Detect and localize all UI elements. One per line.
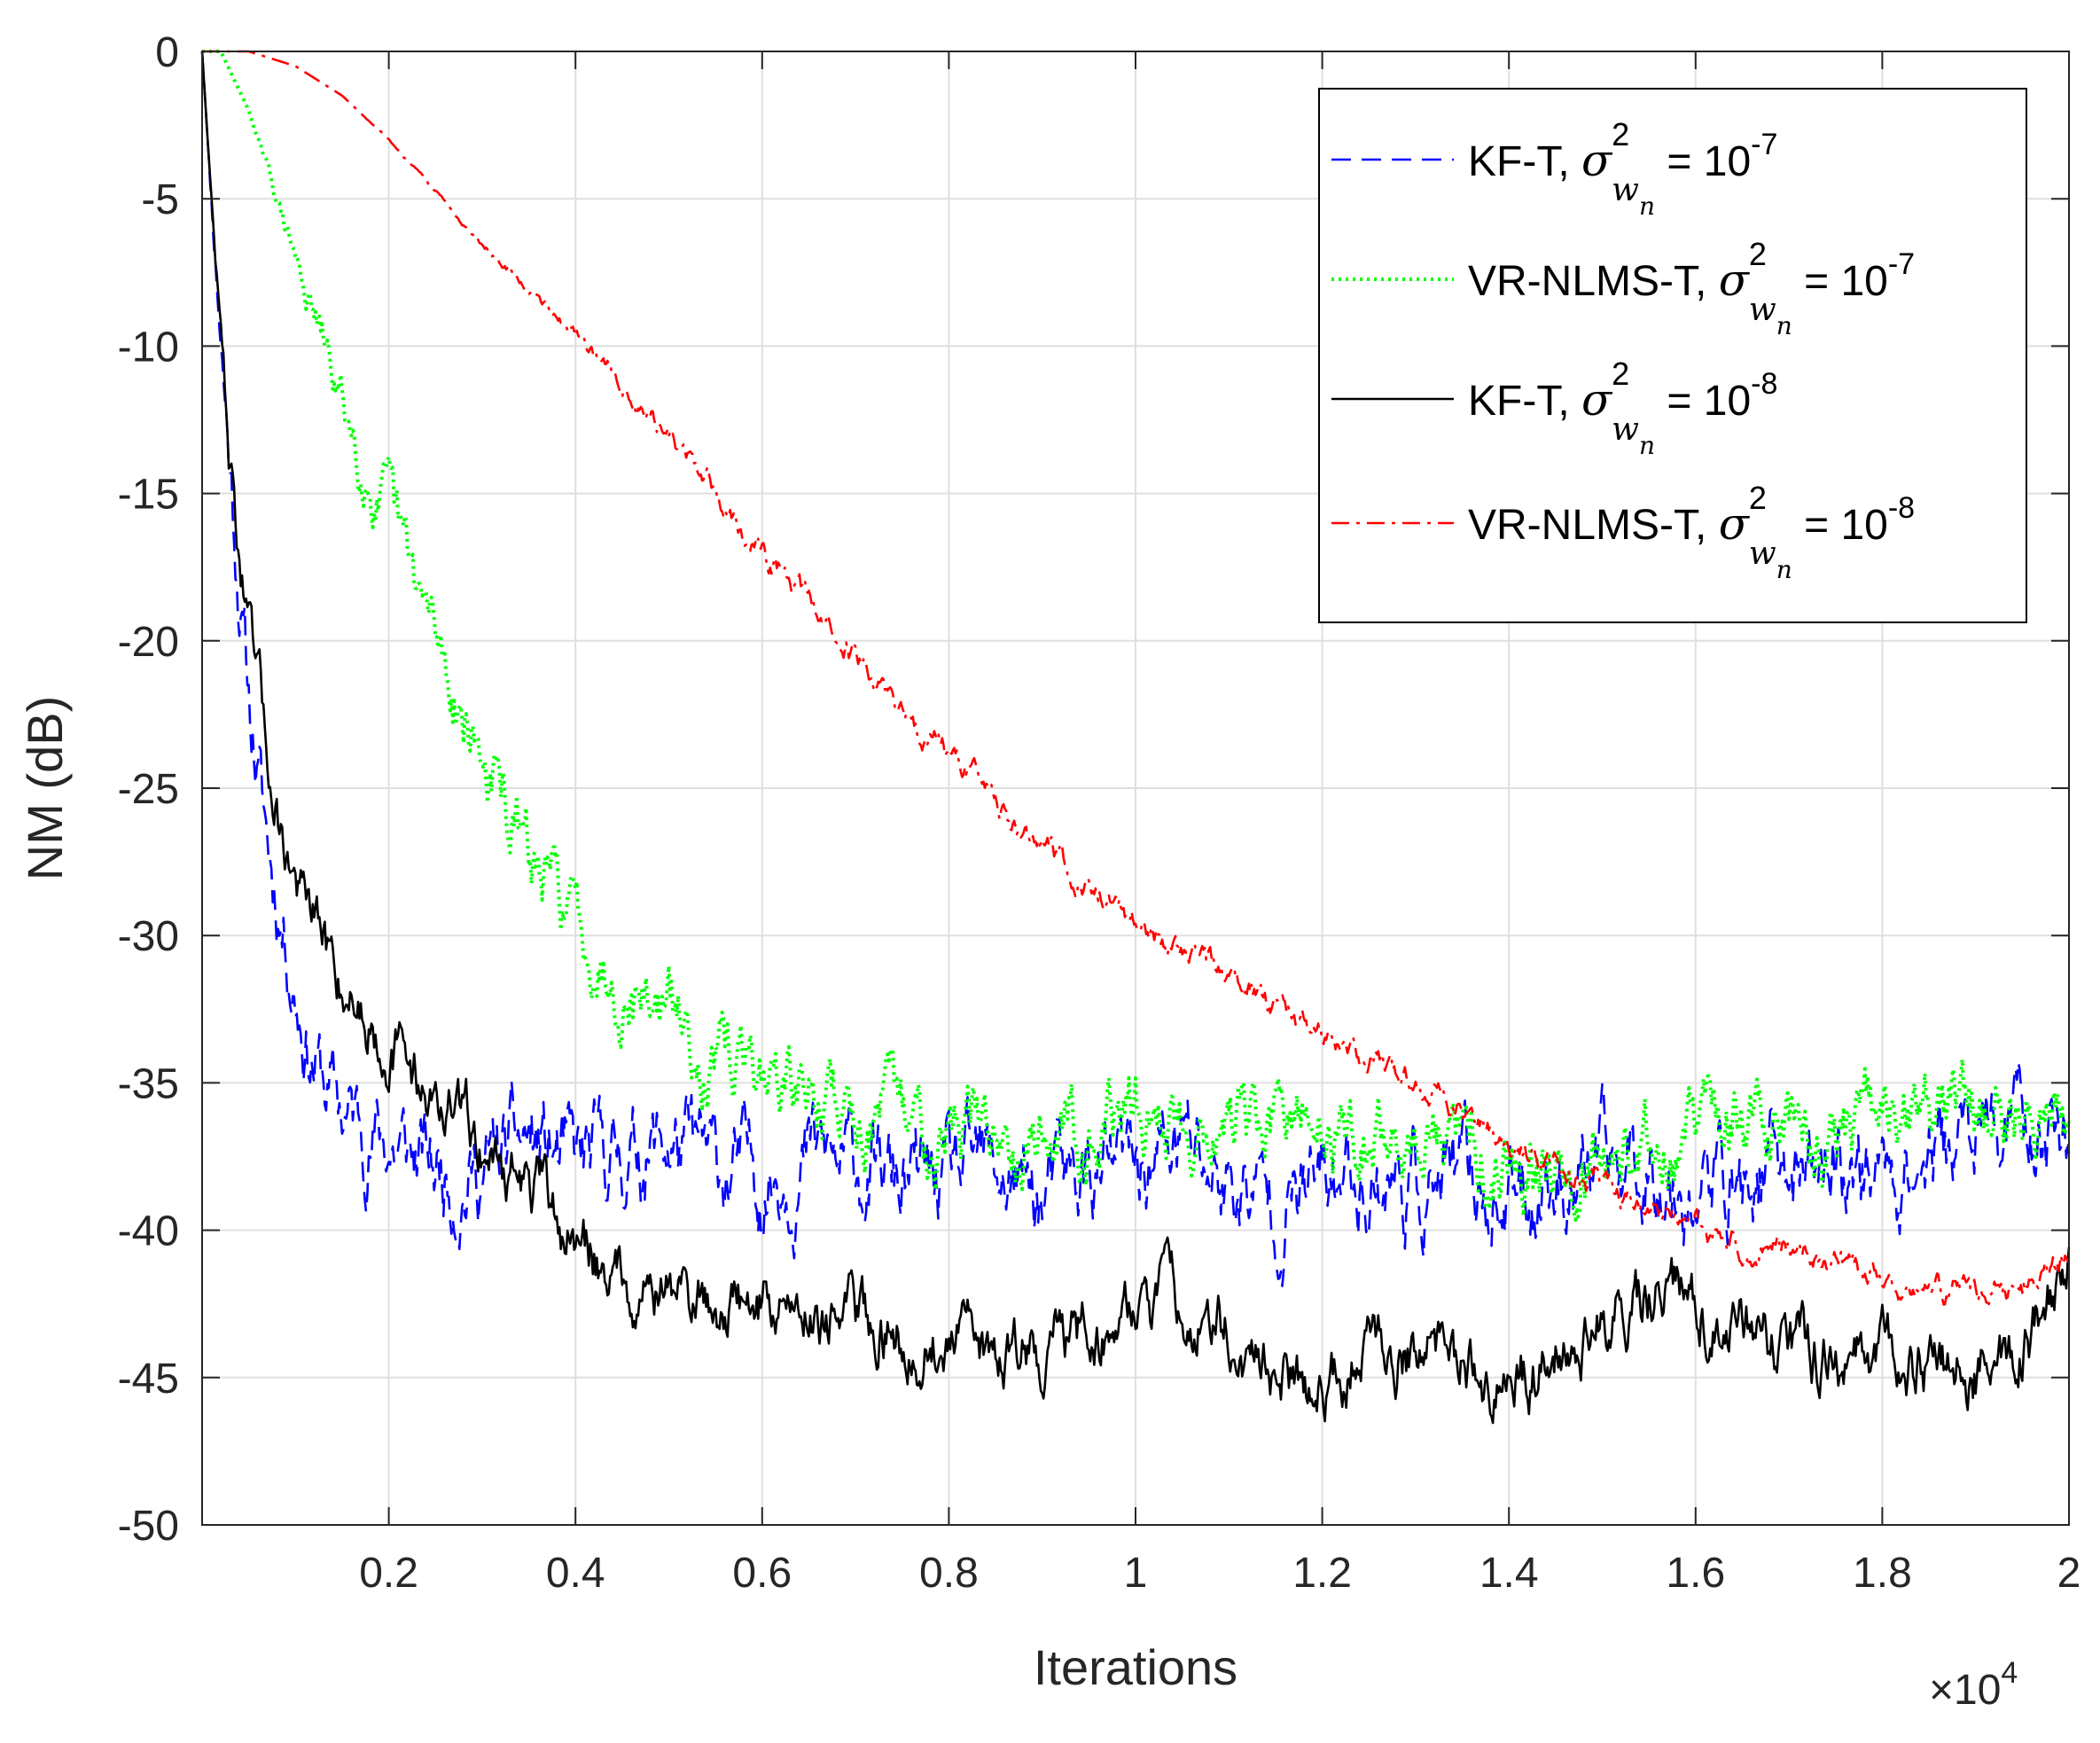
series-line-1	[200, 51, 2071, 1287]
legend-entry: KF-T, σ2 wn = 10-8	[1331, 356, 1777, 460]
y-tick-label: -45	[118, 1356, 179, 1403]
y-tick-label: -10	[118, 324, 179, 371]
y-tick-label: -30	[118, 913, 179, 960]
legend-entry: KF-T, σ2 wn = 10-7	[1331, 116, 1777, 221]
x-tick-label: 2	[2057, 1550, 2081, 1597]
y-tick-label: -5	[141, 176, 179, 223]
x-axis-label: Iterations	[1034, 1639, 1237, 1695]
x-tick-label: 0.4	[546, 1550, 605, 1597]
y-tick-label: -50	[118, 1503, 179, 1550]
legend-box	[1318, 88, 2027, 623]
ticks: 0.2 0.4 0.6 0.8 1 1.2 1.4 1.6 1.8 2 0 -5 -10 -15 -20 -2…	[118, 29, 2081, 1597]
legend-entry: VR-NLMS-T, σ2 wn = 10-8	[1331, 480, 1915, 584]
x-tick-label: 0.2	[359, 1550, 418, 1597]
x-tick-label: 1.8	[1853, 1550, 1912, 1597]
svg-text:×104: ×104	[1929, 1656, 2018, 1714]
legend: KF-T, σ2 wn = 10-7 VR-NLMS-T, σ2 wn = 10-7 K…	[1318, 88, 2027, 623]
y-tick-label: -35	[118, 1060, 179, 1107]
x-tick-label: 1	[1124, 1550, 1148, 1597]
series-line-2	[201, 50, 2071, 1223]
series-line-4	[202, 50, 2071, 1306]
x-tick-label: 1.4	[1479, 1550, 1539, 1597]
series-group	[200, 50, 2071, 1425]
x-tick-label: 0.6	[732, 1550, 792, 1597]
y-tick-label: -40	[118, 1208, 179, 1255]
legend-label: VR-NLMS-T, σ2 wn = 10-8	[1468, 480, 1915, 584]
x-multiplier: ×104	[1929, 1656, 2018, 1714]
series-line-3	[200, 51, 2071, 1425]
y-tick-label: -15	[118, 472, 179, 519]
x-multiplier-base: 10	[1954, 1667, 2001, 1714]
x-multiplier-prefix: ×	[1929, 1667, 1954, 1714]
y-axis-label: NM (dB)	[17, 696, 73, 880]
legend-label: KF-T, σ2 wn = 10-8	[1468, 356, 1777, 460]
legend-entry: VR-NLMS-T, σ2 wn = 10-7	[1331, 236, 1915, 340]
legend-label: KF-T, σ2 wn = 10-7	[1468, 116, 1777, 221]
y-tick-label: -20	[118, 619, 179, 666]
legend-label: VR-NLMS-T, σ2 wn = 10-7	[1468, 236, 1915, 340]
y-tick-label: 0	[155, 29, 179, 76]
y-tick-label: -25	[118, 766, 179, 813]
x-multiplier-exponent: 4	[2001, 1656, 2018, 1690]
x-tick-label: 1.2	[1292, 1550, 1352, 1597]
x-tick-label: 0.8	[919, 1550, 979, 1597]
x-tick-label: 1.6	[1666, 1550, 1725, 1597]
